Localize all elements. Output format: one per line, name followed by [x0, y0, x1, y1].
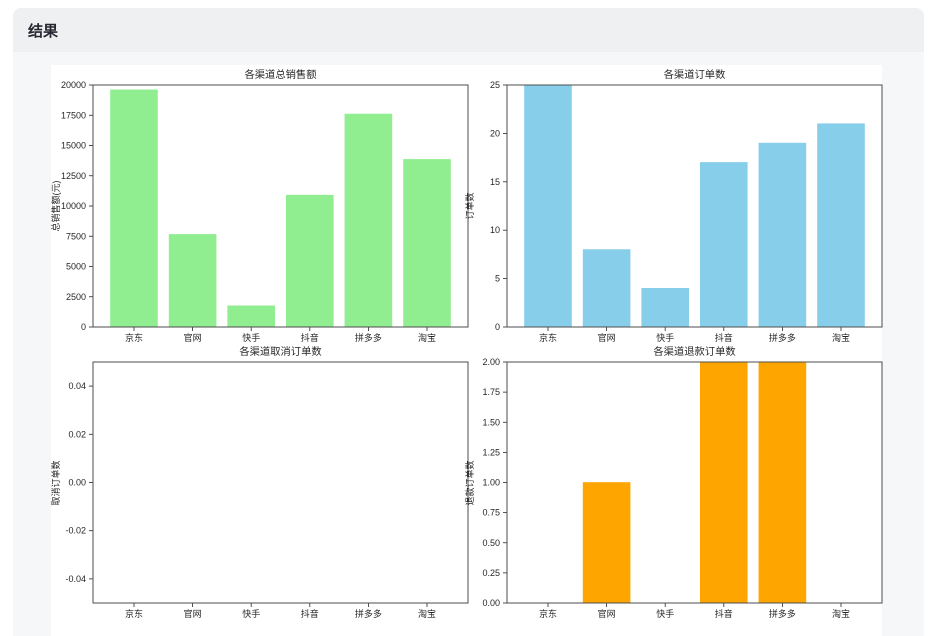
svg-text:-0.04: -0.04 — [65, 574, 86, 584]
svg-text:官网: 官网 — [184, 608, 202, 619]
svg-text:0.02: 0.02 — [68, 429, 86, 439]
svg-text:抖音: 抖音 — [301, 332, 319, 343]
svg-text:5: 5 — [495, 274, 500, 284]
svg-text:20: 20 — [490, 128, 500, 138]
svg-text:官网: 官网 — [598, 332, 616, 343]
svg-text:17500: 17500 — [61, 110, 86, 120]
svg-text:拼多多: 拼多多 — [355, 608, 382, 619]
svg-text:抖音: 抖音 — [715, 332, 733, 343]
svg-text:0.04: 0.04 — [68, 381, 86, 391]
svg-text:1.75: 1.75 — [482, 387, 500, 397]
svg-text:官网: 官网 — [598, 608, 616, 619]
svg-text:10: 10 — [490, 225, 500, 235]
svg-text:快手: 快手 — [242, 608, 260, 619]
svg-text:快手: 快手 — [242, 332, 260, 343]
svg-text:京东: 京东 — [125, 608, 143, 619]
svg-text:15000: 15000 — [61, 141, 86, 151]
svg-text:京东: 京东 — [539, 608, 557, 619]
svg-text:0: 0 — [495, 322, 500, 332]
svg-text:1.50: 1.50 — [482, 417, 500, 427]
svg-text:5000: 5000 — [66, 262, 86, 272]
svg-text:抖音: 抖音 — [301, 608, 319, 619]
svg-text:淘宝: 淘宝 — [418, 608, 436, 619]
svg-text:淘宝: 淘宝 — [418, 332, 436, 343]
svg-text:20000: 20000 — [61, 80, 86, 90]
svg-text:拼多多: 拼多多 — [769, 608, 796, 619]
svg-text:快手: 快手 — [656, 332, 674, 343]
svg-text:抖音: 抖音 — [715, 608, 733, 619]
svg-text:0.00: 0.00 — [68, 478, 86, 488]
svg-text:0.75: 0.75 — [482, 508, 500, 518]
svg-text:快手: 快手 — [656, 608, 674, 619]
svg-text:25: 25 — [490, 80, 500, 90]
svg-text:官网: 官网 — [184, 332, 202, 343]
svg-text:淘宝: 淘宝 — [832, 608, 850, 619]
svg-text:0: 0 — [81, 322, 86, 332]
svg-text:12500: 12500 — [61, 171, 86, 181]
svg-text:京东: 京东 — [539, 332, 557, 343]
svg-text:淘宝: 淘宝 — [832, 332, 850, 343]
svg-text:1.25: 1.25 — [482, 447, 500, 457]
svg-text:京东: 京东 — [125, 332, 143, 343]
svg-text:0.25: 0.25 — [482, 568, 500, 578]
svg-text:0.50: 0.50 — [482, 538, 500, 548]
svg-text:2.00: 2.00 — [482, 357, 500, 367]
svg-text:拼多多: 拼多多 — [355, 332, 382, 343]
svg-text:7500: 7500 — [66, 231, 86, 241]
svg-text:15: 15 — [490, 177, 500, 187]
svg-text:0.00: 0.00 — [482, 598, 500, 608]
svg-text:1.00: 1.00 — [482, 478, 500, 488]
svg-text:拼多多: 拼多多 — [769, 332, 796, 343]
svg-text:-0.02: -0.02 — [65, 526, 86, 536]
svg-text:10000: 10000 — [61, 201, 86, 211]
svg-text:2500: 2500 — [66, 292, 86, 302]
